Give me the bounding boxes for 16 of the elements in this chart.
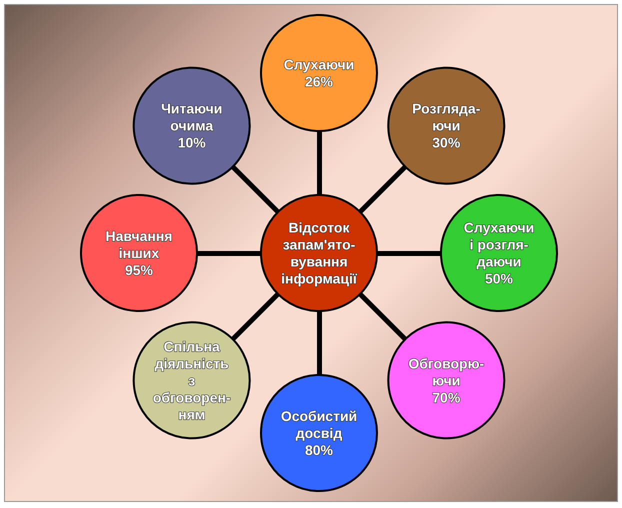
category-label: Особистий досвід [280,408,358,441]
category-label: Розгляда- ючи [412,100,481,134]
data-label: 10% [178,134,206,151]
category-label: Навчання інших [106,228,172,261]
category-label: Слухаючи і розгля- даючи [464,220,534,270]
category-label: Обговорю- ючи [408,355,485,388]
data-label: 95% [124,262,154,278]
data-label: 50% [484,270,514,286]
category-label: Слухаючи [284,56,354,72]
data-label: 80% [304,442,334,458]
data-label: 26% [304,74,334,90]
data-label: 30% [432,134,461,151]
data-label: 70% [432,389,461,406]
category-label: Спільна діяльність з обговорен- ням [152,338,231,422]
text: Відсоток запам'ято- вування інформації [281,220,358,286]
category-label: Читаючи очима [161,100,222,134]
